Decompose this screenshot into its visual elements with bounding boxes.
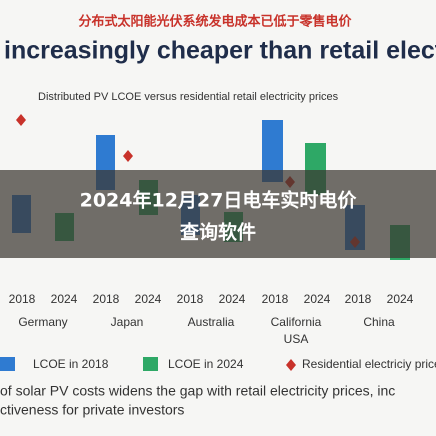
year-label: 2018 <box>345 292 372 306</box>
year-label: 2024 <box>304 292 331 306</box>
legend-label: Residential electriciy prices <box>302 357 436 371</box>
group-label: California <box>271 315 322 329</box>
year-label: 2018 <box>9 292 36 306</box>
marker <box>16 114 26 126</box>
chart-subtitle: Distributed PV LCOE versus residential r… <box>38 91 339 103</box>
overlay-line: 2024年12月27日电车实时电价 <box>80 189 358 212</box>
marker <box>123 150 133 162</box>
year-label: 2018 <box>93 292 120 306</box>
legend-swatch <box>286 359 296 371</box>
title-en: increasingly cheaper than retail electri… <box>4 37 436 65</box>
year-label: 2024 <box>51 292 78 306</box>
year-label: 2024 <box>135 292 162 306</box>
footer-line: of solar PV costs widens the gap with re… <box>0 383 395 399</box>
footer-line: ctiveness for private investors <box>0 402 184 418</box>
group-label: USA <box>284 332 309 346</box>
legend-swatch <box>0 357 15 371</box>
group-label: Australia <box>188 315 235 329</box>
year-label: 2024 <box>387 292 414 306</box>
axis-labels: 2018 2024 Germany 2018 2024 Japan 2018 2024 Aust… <box>9 292 414 346</box>
year-label: 2018 <box>262 292 289 306</box>
legend-label: LCOE in 2018 <box>33 357 109 371</box>
legend-label: LCOE in 2024 <box>168 357 244 371</box>
year-label: 2018 <box>177 292 204 306</box>
year-label: 2024 <box>219 292 246 306</box>
bar <box>262 120 283 182</box>
group-label: Germany <box>18 315 67 329</box>
group-label: Japan <box>111 315 144 329</box>
overlay-banner <box>0 170 436 258</box>
title-cn: 分布式太阳能光伏系统发电成本已低于零售电价 <box>78 14 352 30</box>
overlay-line: 查询软件 <box>179 221 256 244</box>
group-label: China <box>363 315 395 329</box>
legend-swatch <box>143 357 158 371</box>
